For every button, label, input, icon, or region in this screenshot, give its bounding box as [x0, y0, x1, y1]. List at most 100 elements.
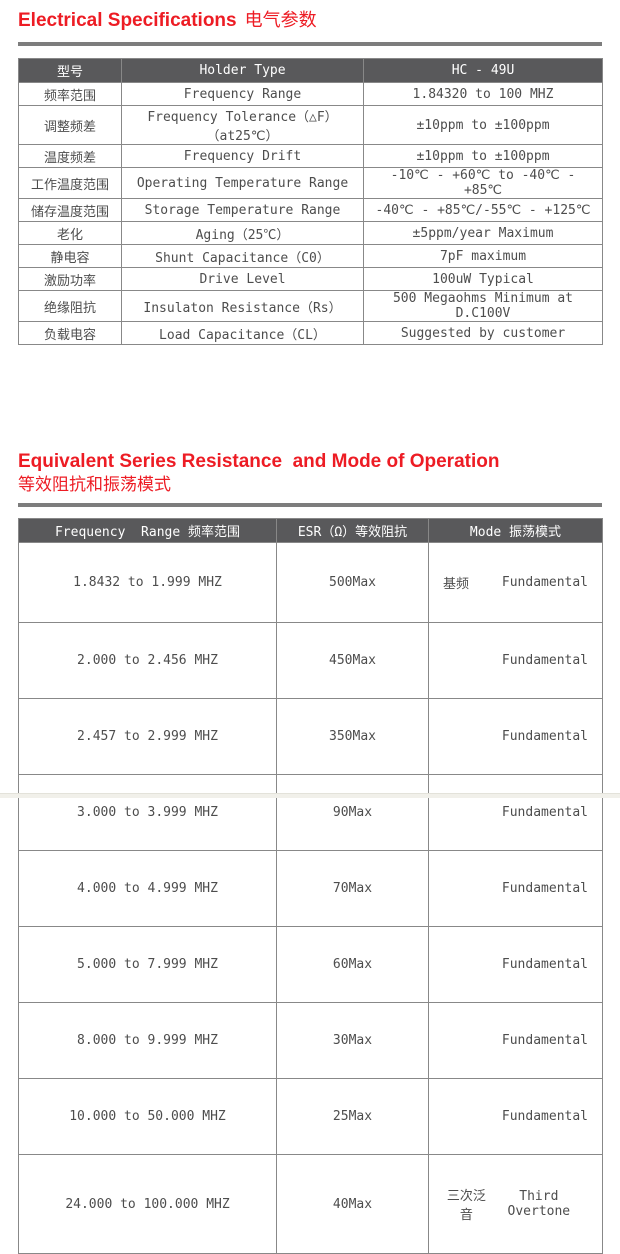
freq-range: 1.8432 to 1.999 MHZ	[18, 542, 277, 623]
spec-label-en: Drive Level	[121, 267, 364, 291]
freq-range: 10.000 to 50.000 MHZ	[18, 1078, 277, 1155]
spec-label-cn: 温度频差	[18, 144, 122, 168]
header-frequency-range: Frequency Range 频率范围	[18, 518, 277, 543]
mode-cn: 基频	[443, 577, 470, 592]
spec-label-cn: 负载电容	[18, 321, 122, 345]
spec-label-en: Storage Temperature Range	[121, 198, 364, 222]
spec-label-cn: 工作温度范围	[18, 167, 122, 199]
spec-label-cn: 频率范围	[18, 82, 122, 106]
esr-value: 25Max	[276, 1078, 429, 1155]
section1-title-cn: 电气参数	[244, 10, 317, 31]
mode-en: Fundamental	[501, 1109, 588, 1124]
mode-value: Fundamental	[428, 850, 603, 927]
spec-value: Suggested by customer	[363, 321, 603, 345]
mode-value: Fundamental	[428, 698, 603, 775]
spec-label-en: Frequency Drift	[121, 144, 364, 168]
mode-cn: 三次泛音	[446, 1189, 486, 1223]
spec-label-cn: 老化	[18, 221, 122, 245]
table-row: 2.000 to 2.456 MHZ 450Max Fundamental	[18, 622, 603, 699]
table-row: 老化 Aging（25℃） ±5ppm/year Maximum	[18, 221, 603, 245]
page-bottom-strip	[0, 793, 620, 798]
freq-range: 2.000 to 2.456 MHZ	[18, 622, 277, 699]
table-row: 8.000 to 9.999 MHZ 30Max Fundamental	[18, 1002, 603, 1079]
spec-label-en: Frequency Range	[121, 82, 364, 106]
esr-value: 60Max	[276, 926, 429, 1003]
table-row: 2.457 to 2.999 MHZ 350Max Fundamental	[18, 698, 603, 775]
table-row: 激励功率 Drive Level 100uW Typical	[18, 267, 603, 291]
table-row: 频率范围 Frequency Range 1.84320 to 100 MHZ	[18, 82, 603, 106]
table-header-row: Frequency Range 频率范围 ESR（Ω）等效阻抗 Mode 振荡模…	[18, 518, 603, 543]
freq-range: 8.000 to 9.999 MHZ	[18, 1002, 277, 1079]
datasheet-page: Electrical Specifications 电气参数 型号 Holder …	[0, 8, 620, 1254]
mode-value: 基频 Fundamental	[428, 542, 603, 623]
section2-title-cn: 等效阻抗和振荡模式	[18, 475, 171, 495]
mode-en: Fundamental	[501, 653, 588, 668]
table-row: 24.000 to 100.000 MHZ 40Max 三次泛音 Third Ov…	[18, 1154, 603, 1254]
table-row: 4.000 to 4.999 MHZ 70Max Fundamental	[18, 850, 603, 927]
spec-value: ±10ppm to ±100ppm	[363, 105, 603, 145]
table-row: 温度频差 Frequency Drift ±10ppm to ±100ppm	[18, 144, 603, 168]
table-row: 5.000 to 7.999 MHZ 60Max Fundamental	[18, 926, 603, 1003]
section1-divider	[18, 42, 602, 46]
table-header-row: 型号 Holder Type HC - 49U	[18, 58, 603, 83]
mode-en: Fundamental	[501, 881, 588, 896]
mode-value: Fundamental	[428, 1002, 603, 1079]
spec-label-cn: 静电容	[18, 244, 122, 268]
freq-range: 5.000 to 7.999 MHZ	[18, 926, 277, 1003]
freq-range: 2.457 to 2.999 MHZ	[18, 698, 277, 775]
mode-en: Third Overtone	[507, 1189, 571, 1219]
mode-en: Fundamental	[501, 957, 588, 972]
spec-value: 1.84320 to 100 MHZ	[363, 82, 603, 106]
esr-value: 500Max	[276, 542, 429, 623]
mode-value: Fundamental	[428, 926, 603, 1003]
mode-en: Fundamental	[501, 805, 588, 820]
spec-label-en: Insulaton Resistance（Rs）	[121, 290, 364, 322]
mode-value: Fundamental	[428, 1078, 603, 1155]
esr-value: 30Max	[276, 1002, 429, 1079]
esr-value: 90Max	[276, 774, 429, 851]
spec-label-cn: 调整频差	[18, 105, 122, 145]
section2-title: Equivalent Series Resistance and Mode of…	[18, 449, 602, 497]
esr-value: 40Max	[276, 1154, 429, 1254]
spec-label-cn: 储存温度范围	[18, 198, 122, 222]
spec-label-en: Shunt Capacitance（C0）	[121, 244, 364, 268]
freq-range: 24.000 to 100.000 MHZ	[18, 1154, 277, 1254]
spec-value: 7pF maximum	[363, 244, 603, 268]
table-row: 工作温度范围 Operating Temperature Range -10℃ …	[18, 167, 603, 199]
spec-label-cn: 绝缘阻抗	[18, 290, 122, 322]
table-row: 绝缘阻抗 Insulaton Resistance（Rs） 500 Megaoh…	[18, 290, 603, 322]
spec-label-en: Load Capacitance（CL）	[121, 321, 364, 345]
esr-value: 70Max	[276, 850, 429, 927]
spec-label-en: Frequency Tolerance（△F） （at25℃）	[121, 105, 364, 145]
section1-title-en: Electrical Specifications	[18, 10, 237, 31]
table-row: 负载电容 Load Capacitance（CL） Suggested by c…	[18, 321, 603, 345]
header-holder-type: Holder Type	[121, 58, 364, 83]
spec-value: 500 Megaohms Minimum at D.C100V	[363, 290, 603, 322]
table-row: 3.000 to 3.999 MHZ 90Max Fundamental	[18, 774, 603, 851]
header-holder-value: HC - 49U	[363, 58, 603, 83]
esr-value: 350Max	[276, 698, 429, 775]
spec-label-en: Operating Temperature Range	[121, 167, 364, 199]
spec-value: ±5ppm/year Maximum	[363, 221, 603, 245]
spec-value: -40℃ - +85℃/-55℃ - +125℃	[363, 198, 603, 222]
esr-mode-table: Frequency Range 频率范围 ESR（Ω）等效阻抗 Mode 振荡模…	[18, 518, 603, 1254]
electrical-specifications-table: 型号 Holder Type HC - 49U 频率范围 Frequency R…	[18, 58, 603, 345]
freq-range: 3.000 to 3.999 MHZ	[18, 774, 277, 851]
mode-en: Fundamental	[501, 1033, 588, 1048]
spec-value: -10℃ - +60℃ to -40℃ - +85℃	[363, 167, 603, 199]
header-esr: ESR（Ω）等效阻抗	[276, 518, 429, 543]
mode-value: Fundamental	[428, 774, 603, 851]
spec-value: ±10ppm to ±100ppm	[363, 144, 603, 168]
section2-title-en: Equivalent Series Resistance and Mode of…	[18, 451, 500, 472]
table-row: 10.000 to 50.000 MHZ 25Max Fundamental	[18, 1078, 603, 1155]
esr-value: 450Max	[276, 622, 429, 699]
section2-divider	[18, 503, 602, 507]
table-row: 储存温度范围 Storage Temperature Range -40℃ - …	[18, 198, 603, 222]
table-row: 1.8432 to 1.999 MHZ 500Max 基频 Fundamental	[18, 542, 603, 623]
freq-range: 4.000 to 4.999 MHZ	[18, 850, 277, 927]
table-row: 静电容 Shunt Capacitance（C0） 7pF maximum	[18, 244, 603, 268]
mode-en: Fundamental	[501, 729, 588, 744]
spec-label-en: Aging（25℃）	[121, 221, 364, 245]
header-mode: Mode 振荡模式	[428, 518, 603, 543]
spec-label-cn: 激励功率	[18, 267, 122, 291]
